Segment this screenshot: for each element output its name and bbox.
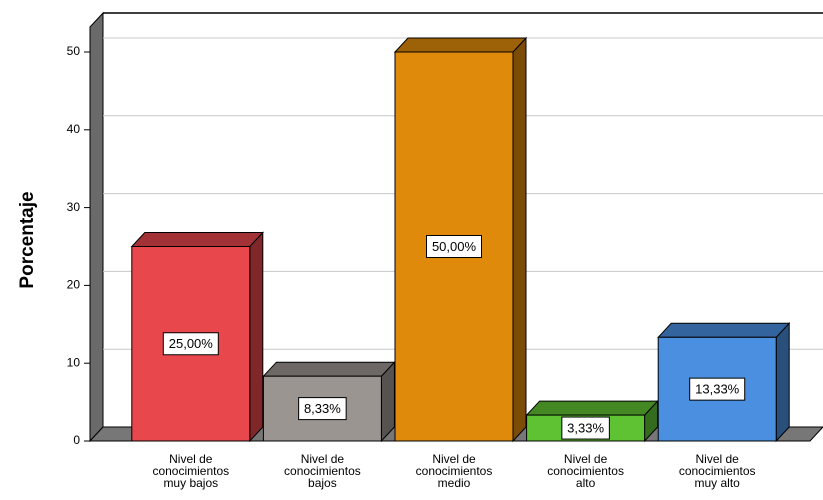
bar-top <box>130 232 264 247</box>
x-tick-label-box: Nivel de conocimientos muy bajos <box>152 453 230 490</box>
x-tick-label-box: Nivel de conocimientos bajos <box>284 453 361 490</box>
y-tick-label: 50 <box>67 44 81 58</box>
left-wall <box>89 11 104 443</box>
data-label-box <box>689 377 746 401</box>
x-tick-label: Nivel de conocimientos bajos <box>284 453 361 490</box>
data-label-box <box>298 397 347 421</box>
data-label: 13,33% <box>695 382 740 397</box>
y-axis-label: Porcentaje <box>17 191 38 288</box>
x-tick-label: Nivel de conocimientos muy alto <box>678 453 756 490</box>
bar-top <box>525 400 659 416</box>
x-tick-label: Nivel de conocimientos muy bajos <box>152 453 230 490</box>
x-tick-label-box: Nivel de conocimientos alto <box>547 453 624 490</box>
x-tick-label-box: Nivel de conocimientos medio <box>415 453 493 490</box>
data-label: 8,33% <box>304 401 341 416</box>
x-tick-label: Nivel de conocimientos alto <box>547 453 624 490</box>
data-label: 25,00% <box>169 336 214 351</box>
y-tick-label: 0 <box>73 433 80 447</box>
x-tick-label: Nivel de conocimientos medio <box>415 453 493 490</box>
bar-top <box>393 37 528 53</box>
data-label: 3,33% <box>567 420 604 435</box>
bar-side <box>512 36 527 443</box>
y-tick-label: 40 <box>67 122 81 136</box>
y-tick-label: 10 <box>67 355 81 369</box>
data-label-box <box>162 332 219 356</box>
y-tick-label: 20 <box>67 278 81 292</box>
x-tick-label-box: Nivel de conocimientos muy alto <box>678 453 756 490</box>
y-tick-label: 30 <box>67 200 81 214</box>
data-label: 50,00% <box>432 239 477 254</box>
bar-side <box>249 231 264 443</box>
bar-top <box>657 322 791 338</box>
data-label-box <box>561 416 610 440</box>
data-label-box <box>426 235 482 258</box>
bar-top <box>262 361 396 377</box>
bar-side <box>775 322 790 443</box>
